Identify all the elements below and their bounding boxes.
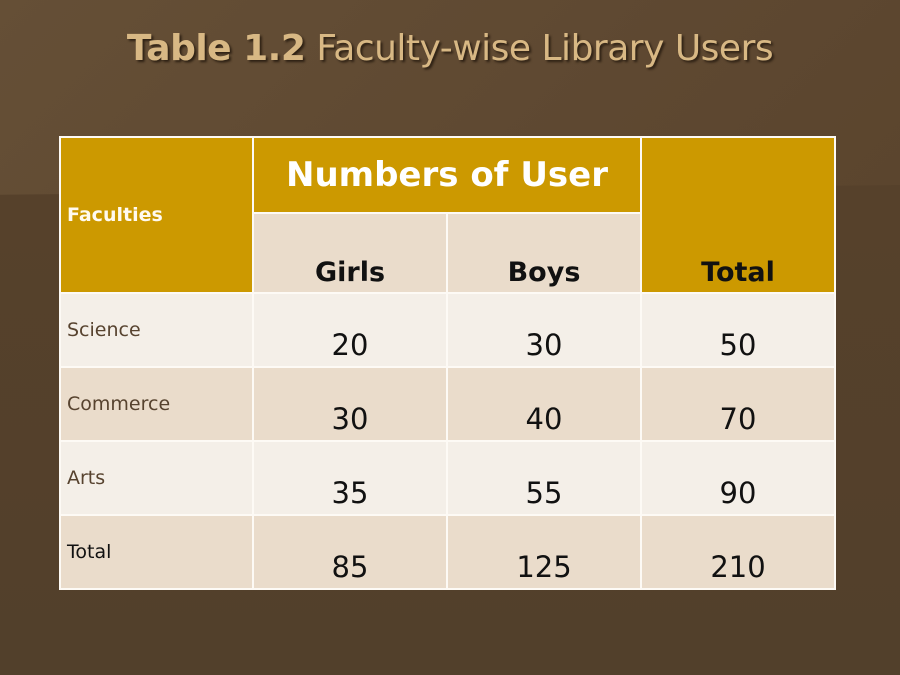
faculty-cell: Commerce: [59, 366, 254, 442]
table-row-commerce: Commerce 30 40 70: [59, 366, 836, 442]
title-bold: Table 1.2: [126, 28, 306, 69]
table-row-arts: Arts 35 55 90: [59, 440, 836, 516]
total-cell: 50: [640, 292, 836, 368]
girls-cell: 30: [252, 366, 448, 442]
header-faculties: Faculties: [59, 136, 254, 294]
girls-cell: 20: [252, 292, 448, 368]
table-row-science: Science 20 30 50: [59, 292, 836, 368]
girls-cell: 35: [252, 440, 448, 516]
library-users-table: Faculties Numbers of User Total Girls Bo…: [59, 136, 836, 590]
header-numbers-of-user: Numbers of User: [252, 136, 642, 214]
faculty-cell: Science: [59, 292, 254, 368]
boys-cell: 40: [446, 366, 642, 442]
boys-cell: 125: [446, 514, 642, 590]
total-cell: 210: [640, 514, 836, 590]
faculty-cell: Arts: [59, 440, 254, 516]
faculty-cell: Total: [59, 514, 254, 590]
header-boys: Boys: [446, 212, 642, 294]
title-rest: Faculty-wise Library Users: [316, 28, 774, 69]
boys-cell: 55: [446, 440, 642, 516]
header-total: Total: [640, 136, 836, 294]
total-cell: 70: [640, 366, 836, 442]
table-row-total: Total 85 125 210: [59, 514, 836, 590]
slide-title: Table 1.2 Faculty-wise Library Users: [0, 28, 900, 69]
boys-cell: 30: [446, 292, 642, 368]
total-cell: 90: [640, 440, 836, 516]
girls-cell: 85: [252, 514, 448, 590]
header-girls: Girls: [252, 212, 448, 294]
